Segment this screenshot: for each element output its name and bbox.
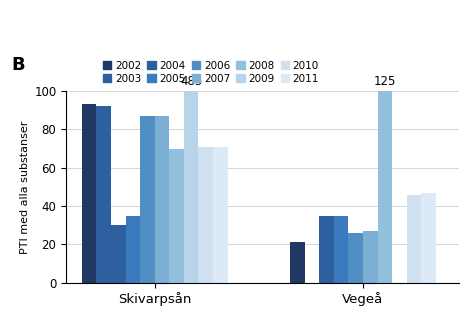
Text: 485: 485 [180,75,202,88]
Bar [334,216,349,283]
Bar [155,116,169,283]
Bar [169,149,184,283]
Bar [290,242,305,283]
Bar [184,91,199,283]
Text: 125: 125 [374,75,396,88]
Bar [140,116,155,283]
Bar [82,104,96,283]
Bar [377,91,392,283]
Bar [199,147,213,283]
Bar [96,106,111,283]
Bar [319,216,334,283]
Legend: 2002, 2003, 2004, 2005, 2006, 2007, 2008, 2009, 2010, 2011: 2002, 2003, 2004, 2005, 2006, 2007, 2008… [103,61,319,84]
Bar [363,231,377,283]
Bar [421,193,436,283]
Bar [111,225,125,283]
Bar [407,195,421,283]
Y-axis label: PTI med alla substanser: PTI med alla substanser [20,120,30,254]
Bar [125,216,140,283]
Bar [349,233,363,283]
Bar [213,147,228,283]
Text: B: B [11,57,25,74]
